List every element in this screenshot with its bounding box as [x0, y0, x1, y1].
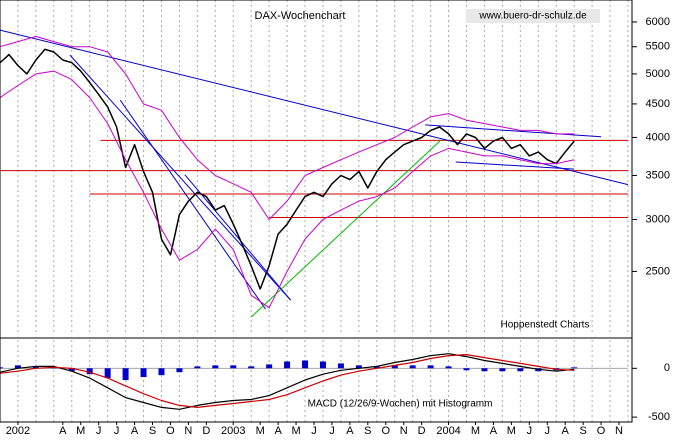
histogram-bar: [158, 368, 165, 376]
source-box: [466, 9, 600, 23]
trendline: [250, 139, 442, 318]
histogram-bar: [302, 360, 309, 369]
histogram-bar: [373, 366, 380, 369]
x-tick-label: J: [311, 425, 317, 437]
y-tick-label: 3000: [646, 213, 670, 225]
grid: [0, 0, 629, 422]
x-tick-label: D: [202, 425, 210, 437]
histogram-bar: [445, 366, 452, 369]
plot: [0, 29, 629, 410]
x-tick-label: A: [562, 425, 570, 437]
histogram-bar: [319, 361, 326, 369]
histogram-bar: [427, 365, 434, 369]
x-tick-label: M: [471, 425, 480, 437]
y-tick-label: 3500: [646, 169, 670, 181]
series-line: [0, 354, 575, 408]
x-tick-label: A: [274, 425, 282, 437]
x-tick-label: M: [291, 425, 300, 437]
x-tick-label: 2002: [6, 425, 30, 437]
x-tick-label: 2003: [221, 425, 245, 437]
x-tick-label: D: [418, 425, 426, 437]
histogram-bar: [14, 365, 21, 369]
series-line: [0, 353, 575, 410]
histogram-bar: [481, 368, 488, 372]
histogram-bar: [463, 368, 470, 371]
histogram-bar: [176, 368, 183, 373]
x-tick-label: 2004: [436, 425, 460, 437]
annotation: Hoppenstedt Charts: [501, 320, 590, 331]
histogram-bar: [0, 367, 3, 369]
histogram-bar: [266, 364, 273, 369]
histogram-bar: [68, 368, 75, 372]
x-tick-label: J: [545, 425, 551, 437]
trendline: [119, 99, 266, 310]
histogram-bar: [337, 363, 344, 369]
y-tick-label: 5000: [646, 68, 670, 80]
y-tick-label: 6000: [646, 16, 670, 28]
histogram-bar: [32, 366, 39, 369]
y-tick-label: -500: [648, 411, 670, 423]
y-tick-label: 5500: [646, 41, 670, 53]
x-tick-label: S: [149, 425, 156, 437]
x-tick-label: S: [364, 425, 371, 437]
trendline: [184, 174, 292, 301]
x-tick-label: S: [579, 425, 586, 437]
histogram-bar: [140, 368, 147, 378]
x-tick-label: N: [400, 425, 408, 437]
series-line: [0, 36, 575, 220]
x-tick-label: O: [381, 425, 390, 437]
trendline: [0, 29, 629, 186]
histogram-bar: [122, 368, 129, 381]
histogram-bar: [230, 365, 237, 369]
histogram-bar: [194, 366, 201, 369]
x-tick-label: O: [597, 425, 606, 437]
histogram-bar: [517, 368, 524, 372]
histogram-bar: [409, 365, 416, 369]
x-tick-label: J: [114, 425, 120, 437]
y-tick-label: 4000: [646, 131, 670, 143]
histogram-bar: [86, 368, 93, 375]
x-tick-label: A: [346, 425, 354, 437]
histogram-bar: [104, 368, 111, 379]
histogram-bar: [284, 361, 291, 369]
trendline: [69, 54, 292, 301]
x-tick-label: M: [76, 425, 85, 437]
frame: [0, 0, 633, 423]
x-tick-label: A: [59, 425, 67, 437]
histogram-bar: [571, 367, 578, 369]
series-line: [0, 70, 575, 309]
y-tick-label: 2500: [646, 265, 670, 277]
series-line: [0, 48, 575, 290]
histogram-bar: [212, 365, 219, 369]
y-tick-label: 4500: [646, 98, 670, 110]
histogram-bar: [248, 366, 255, 369]
x-tick-label: N: [184, 425, 192, 437]
macd-title: MACD (12/26/9-Wochen) mit Histogramm: [308, 399, 493, 410]
chart-title: DAX-Wochenchart: [255, 10, 346, 22]
x-tick-label: A: [490, 425, 498, 437]
y-tick-label: 0: [664, 362, 670, 374]
trendline: [455, 161, 575, 170]
x-tick-label: J: [96, 425, 102, 437]
trendline: [425, 124, 602, 138]
x-tick-label: A: [131, 425, 139, 437]
x-tick-label: N: [615, 425, 623, 437]
x-tick-label: M: [256, 425, 265, 437]
source: www.buero-dr-schulz.de: [478, 11, 587, 22]
x-tick-label: J: [329, 425, 335, 437]
x-tick-label: O: [166, 425, 175, 437]
histogram-bar: [391, 365, 398, 369]
histogram-bar: [355, 365, 362, 369]
histogram-bar: [499, 368, 506, 372]
x-tick-label: J: [527, 425, 533, 437]
x-tick-label: M: [507, 425, 516, 437]
